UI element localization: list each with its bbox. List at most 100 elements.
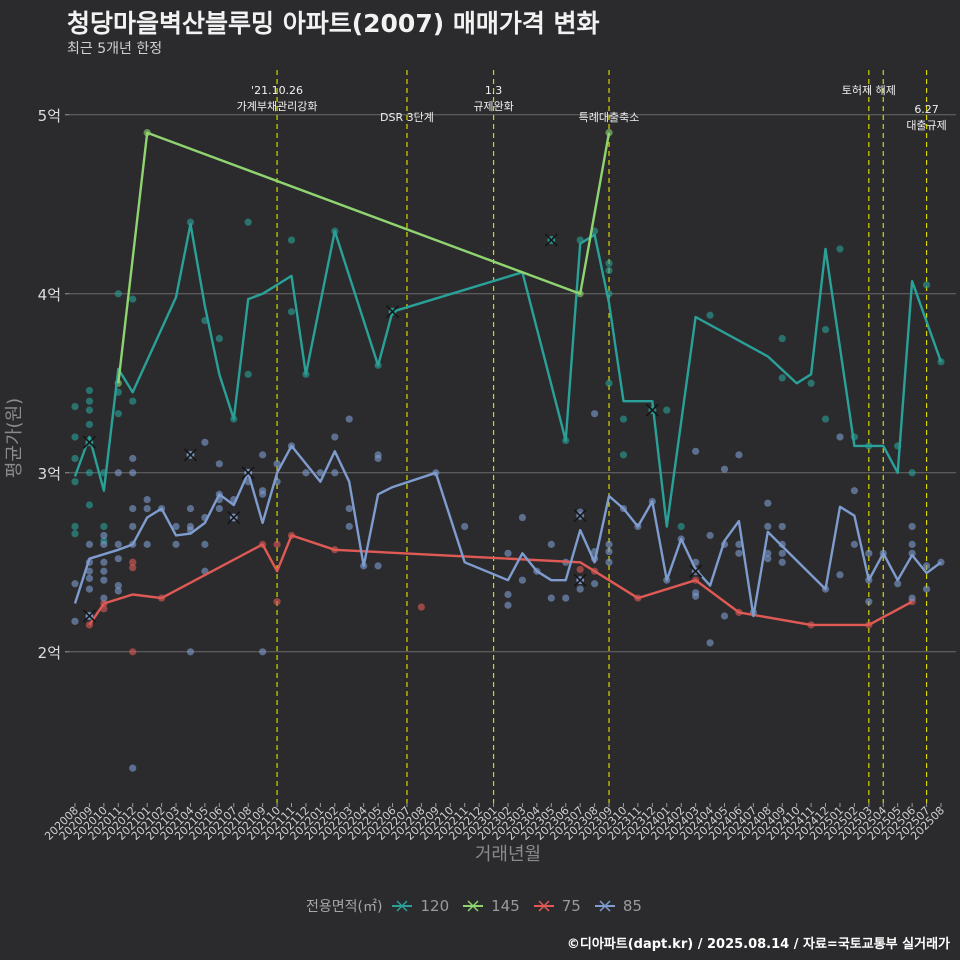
data-point [71, 522, 79, 531]
data-point [836, 245, 844, 253]
data-point [735, 451, 743, 459]
data-point [244, 218, 252, 226]
data-point [850, 487, 859, 495]
data-point [71, 402, 79, 411]
data-point [287, 308, 296, 316]
data-point [172, 522, 180, 531]
data-point [605, 266, 613, 275]
data-point [129, 454, 137, 463]
data-point [71, 580, 79, 588]
data-point [71, 530, 79, 538]
legend: 전용면적(㎡) 120 145 75 85 [0, 896, 960, 916]
cross-marker [573, 509, 587, 523]
data-point [143, 540, 151, 548]
data-point [287, 236, 296, 244]
data-point [605, 547, 613, 556]
cross-marker [645, 403, 659, 417]
data-point [908, 594, 916, 602]
event-label: '21.10.26 [251, 84, 303, 97]
data-point [706, 311, 714, 319]
axis-layer: 2억3억4억5억20200820200920201020201120201220… [38, 107, 947, 843]
data-point [605, 540, 613, 548]
data-point [100, 594, 108, 602]
series-line-120 [73, 222, 943, 528]
data-point [619, 415, 628, 423]
event-label: 특례대출축소 [579, 111, 640, 124]
data-point [720, 465, 729, 473]
data-point [143, 504, 151, 513]
data-point [129, 558, 137, 566]
data-point [114, 290, 122, 298]
x-axis-title: 거래년월 [475, 844, 541, 865]
chart-title: 청당마을벽산블루밍 아파트(2007) 매매가격 변화 [67, 9, 600, 38]
data-point [778, 374, 786, 382]
series-line-75 [88, 534, 913, 627]
cross-layer [82, 233, 703, 623]
data-point [778, 558, 786, 566]
data-point [764, 522, 772, 531]
data-point [547, 540, 555, 548]
data-point [865, 598, 873, 606]
data-point [374, 562, 382, 570]
data-point [764, 555, 772, 563]
event-label: 토허제 해제 [842, 83, 896, 97]
y-tick-label: 2억 [38, 644, 61, 662]
series-line-85 [73, 444, 942, 618]
data-point [865, 549, 873, 557]
data-point [85, 469, 94, 477]
data-point [244, 370, 252, 378]
cross-marker [241, 466, 255, 480]
data-point [186, 218, 195, 226]
data-point [143, 496, 151, 504]
y-axis-title: 평균가(원) [4, 398, 25, 478]
data-point [331, 433, 339, 441]
data-point [591, 580, 599, 588]
data-point [114, 555, 122, 563]
data-point [71, 433, 79, 441]
data-point [576, 585, 584, 593]
legend-item-85: 85 [593, 897, 642, 915]
data-point [518, 513, 527, 522]
data-point [100, 531, 108, 540]
data-point [201, 540, 209, 548]
data-point [764, 499, 772, 507]
data-point [605, 558, 613, 566]
cross-marker [689, 564, 703, 578]
data-point [71, 617, 79, 625]
data-point [100, 567, 108, 575]
data-point [605, 129, 613, 137]
event-label: 6.27 [914, 103, 939, 116]
data-point [345, 504, 353, 513]
cross-marker [227, 510, 241, 525]
data-point [677, 522, 685, 531]
data-point [778, 522, 786, 531]
data-point [908, 549, 916, 557]
data-point [215, 504, 223, 513]
event-label: 1.3 [485, 84, 503, 97]
data-point [85, 501, 94, 509]
data-point [562, 594, 570, 602]
data-point [692, 592, 700, 600]
data-point [504, 549, 512, 557]
data-point [129, 397, 137, 405]
data-point [778, 540, 786, 548]
event-label: DSR 3단계 [380, 111, 434, 124]
data-point [85, 386, 94, 395]
data-point [807, 379, 815, 387]
data-point [114, 581, 122, 590]
cross-marker [183, 448, 198, 462]
event-label: 대출규제 [906, 119, 946, 132]
legend-item-145: 145 [461, 897, 520, 915]
data-point [100, 558, 108, 566]
chart-subtitle: 최근 5개년 한정 [67, 41, 163, 57]
data-point [331, 469, 339, 477]
data-point [605, 259, 613, 267]
data-point [605, 379, 613, 387]
cross-marker [385, 305, 400, 319]
legend-item-75: 75 [532, 897, 581, 915]
data-point [735, 540, 743, 548]
legend-item-120: 120 [390, 897, 449, 915]
data-point [461, 522, 469, 531]
data-point [908, 540, 916, 548]
